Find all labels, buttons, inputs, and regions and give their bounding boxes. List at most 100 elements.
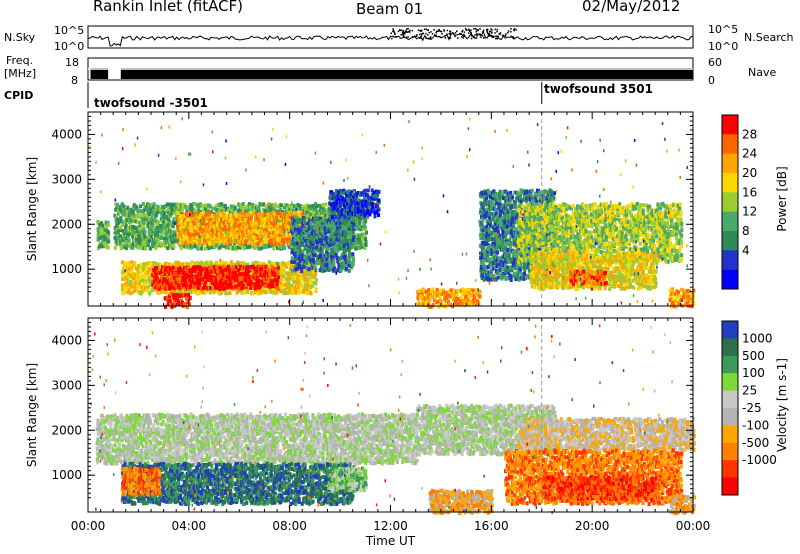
power-cell	[154, 221, 158, 226]
noise-search-point	[443, 29, 445, 31]
power-cell	[205, 246, 209, 251]
noise-search-point	[515, 29, 517, 31]
power-cell	[169, 202, 173, 207]
power-cell	[266, 267, 270, 272]
power-cell	[99, 242, 103, 247]
power-cell	[139, 270, 143, 275]
power-cell	[161, 227, 165, 232]
power-cell	[121, 241, 125, 246]
power-cell	[96, 221, 100, 226]
power-cell	[127, 225, 131, 230]
power-cell	[352, 222, 356, 227]
power-cell	[314, 277, 318, 282]
power-cell	[172, 244, 176, 249]
power-cell	[351, 244, 355, 249]
power-cell	[162, 229, 166, 234]
power-cell	[116, 208, 120, 213]
power-cell	[137, 209, 141, 214]
power-cell	[196, 246, 200, 251]
noise-search-point	[400, 29, 403, 31]
noise-search-point	[463, 35, 465, 37]
power-cell	[136, 211, 140, 216]
power-cell	[187, 241, 191, 246]
noise-search-point	[480, 36, 482, 39]
power-cell	[174, 214, 178, 219]
power-cell	[131, 234, 135, 239]
noise-search-point	[454, 35, 456, 38]
power-cell	[245, 245, 249, 250]
power-cell	[155, 210, 159, 215]
noise-search-point	[449, 32, 452, 34]
power-cell	[307, 267, 311, 272]
noise-search-point	[443, 30, 445, 32]
noise-search-point	[470, 32, 472, 34]
power-cell	[118, 242, 122, 246]
power-cell	[275, 215, 278, 220]
power-cell	[253, 266, 257, 271]
power-cell	[196, 243, 200, 248]
power-cell	[274, 242, 278, 247]
noise-search-point	[430, 31, 432, 33]
power-cell	[104, 224, 108, 229]
power-cell	[313, 249, 317, 254]
power-cell	[133, 233, 137, 238]
power-cell	[100, 235, 104, 240]
noise-search-point	[409, 29, 411, 32]
noise-search-point	[435, 34, 437, 37]
noise-search-point	[394, 33, 396, 36]
power-cell	[169, 245, 173, 250]
power-cell	[352, 235, 356, 240]
power-cell	[216, 203, 220, 207]
power-cell	[132, 238, 136, 243]
power-cell	[147, 221, 151, 226]
power-cell	[143, 207, 147, 212]
power-cell	[103, 236, 107, 241]
power-cell	[113, 245, 117, 250]
power-cell	[209, 270, 213, 275]
power-cell	[105, 231, 108, 236]
power-cell	[140, 237, 144, 242]
noise-search-point	[496, 37, 498, 39]
noise-search-point	[446, 33, 448, 35]
power-cell	[118, 239, 122, 244]
noise-search-point	[475, 31, 477, 33]
power-cell	[298, 246, 302, 251]
noise-search-point	[406, 28, 408, 30]
power-cell	[200, 246, 204, 251]
noise-search-point	[392, 28, 394, 30]
power-cell	[167, 216, 171, 221]
noise-search-point	[467, 29, 469, 31]
power-cell	[136, 241, 140, 246]
noise-search-point	[463, 34, 465, 36]
power-cell	[107, 222, 111, 227]
noise-search-point	[470, 29, 472, 31]
power-cell	[339, 246, 343, 251]
noise-search-point	[390, 32, 392, 34]
noise-search-point	[416, 34, 418, 36]
power-cell	[314, 268, 318, 273]
power-cell	[358, 221, 362, 226]
noise-search-point	[490, 28, 492, 30]
power-cell	[219, 206, 223, 211]
noise-search-point	[481, 35, 484, 37]
power-cell	[238, 245, 242, 250]
power-cell	[237, 203, 241, 208]
power-cell	[149, 246, 153, 251]
power-cell	[99, 229, 103, 234]
power-cell	[172, 210, 176, 215]
noise-search-point	[465, 28, 467, 30]
power-cell	[228, 291, 232, 296]
noise-search-point	[473, 36, 475, 39]
noise-search-point	[491, 29, 493, 31]
power-cell	[123, 219, 127, 224]
power-cell	[134, 219, 138, 224]
power-cell	[138, 223, 142, 228]
power-cell	[246, 203, 250, 208]
noise-search-point	[489, 30, 491, 33]
power-cell	[142, 224, 146, 228]
power-cell	[275, 211, 279, 216]
noise-search-point	[405, 31, 408, 33]
power-cell	[276, 265, 280, 270]
power-cell	[160, 204, 164, 209]
power-cell	[125, 209, 129, 214]
